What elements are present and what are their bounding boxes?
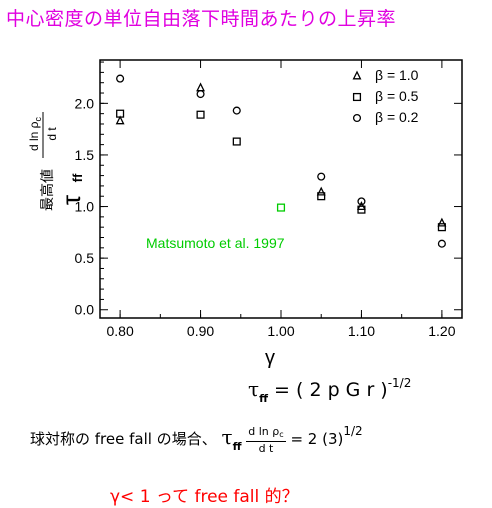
data-point-circle (196, 90, 205, 99)
y-axis-label-tau-sub: ff (70, 173, 85, 182)
free-fall-time-equation: τff = ( 2 p G r )-1/2 (248, 376, 411, 405)
y-tick-label: 1.0 (75, 199, 95, 215)
data-point-square (437, 223, 446, 232)
data-point-triangle (437, 217, 447, 227)
eq2-exponent: 1/2 (343, 424, 363, 438)
scatter-chart: 0.80 0.90 1.00 1.10 1.20 0.0 0.5 1.0 1.5 2.0 β = … (27, 59, 463, 369)
data-point-square (196, 110, 205, 119)
question-text: γ< 1 って free fall 的？ (110, 487, 299, 507)
legend-label: β = 1.0 (375, 67, 419, 83)
y-tick-label: 0.0 (75, 302, 95, 318)
legend-label: β = 0.2 (375, 109, 419, 125)
data-point-circle (357, 197, 366, 206)
y-axis-label-frac-num: d ln ρc (27, 116, 43, 151)
data-point-square (232, 137, 241, 146)
x-tick-label: 0.80 (106, 323, 133, 339)
data-point-square (116, 109, 125, 118)
eq1-exponent: -1/2 (387, 376, 412, 390)
eq1-tau: τ (248, 377, 260, 401)
data-point-square (276, 203, 286, 212)
legend-marker-triangle (352, 70, 362, 80)
y-axis-label: 最高値 τ ff d ln ρc d t (27, 112, 86, 211)
x-tick-label: 1.10 (348, 323, 375, 339)
eq2-frac-num-sub: c (279, 429, 284, 439)
legend-label: β = 0.5 (375, 88, 419, 104)
eq2-frac-den: d t (258, 441, 274, 455)
data-point-circle (232, 106, 241, 115)
data-point-circle (317, 172, 326, 181)
x-tick-label: 0.90 (187, 323, 214, 339)
eq2-tau: τ (221, 425, 233, 449)
data-point-circle (116, 74, 125, 83)
data-point-square (317, 192, 326, 201)
data-point-triangle (196, 82, 206, 92)
y-tick-label: 1.5 (75, 147, 95, 163)
eq2-fraction: d ln ρc d t (246, 424, 286, 455)
data-point-triangle (316, 186, 326, 196)
eq1-sub: ff (259, 392, 268, 405)
legend-marker-circle (352, 113, 362, 123)
x-axis-label: γ (265, 347, 275, 369)
x-tick-label: 1.20 (428, 323, 455, 339)
data-point-circle (437, 239, 446, 248)
data-point-square (357, 205, 366, 214)
eq2-frac-num: d ln ρ (248, 424, 280, 438)
eq2-rhs: = 2 (3) (285, 430, 344, 448)
y-axis-label-tau: τ (56, 194, 86, 205)
eq2-prefix: 球対称の free fall の場合、 (30, 430, 217, 448)
annotation-matsumoto: Matsumoto et al. 1997 (146, 235, 285, 251)
legend-marker-square (352, 92, 362, 102)
y-tick-label: 2.0 (75, 95, 95, 111)
free-fall-case-equation: 球対称の free fall の場合、 τff d ln ρc d t = 2 … (30, 424, 363, 455)
page-title: 中心密度の単位自由落下時間あたりの上昇率 (6, 8, 397, 30)
y-tick-label: 0.5 (75, 250, 95, 266)
eq2-sub: ff (232, 440, 242, 453)
x-tick-label: 1.00 (267, 323, 294, 339)
eq1-body: = ( 2 p G r ) (268, 379, 388, 401)
y-axis-label-prefix: 最高値 (39, 169, 55, 211)
y-axis-label-frac-den: d t (45, 127, 59, 141)
data-point-triangle (115, 115, 125, 125)
